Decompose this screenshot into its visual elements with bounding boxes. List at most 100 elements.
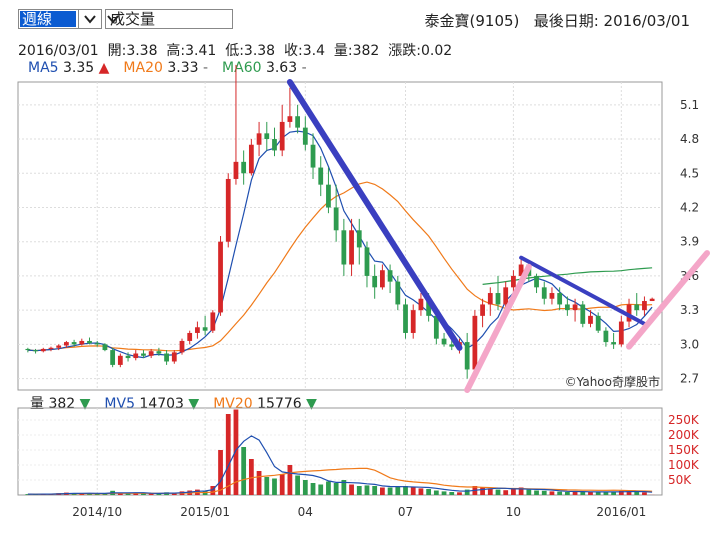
candle-body	[380, 270, 385, 288]
candle-body	[133, 353, 139, 359]
period-select[interactable]: 週線	[18, 9, 102, 29]
volume-bar	[618, 490, 624, 495]
ohlc-open: 開:3.38	[107, 43, 158, 59]
volume-bar	[410, 487, 416, 495]
period-select-arrow[interactable]	[78, 10, 101, 28]
candle-body	[110, 350, 116, 365]
candle-body	[557, 293, 563, 305]
candle-body	[333, 207, 339, 231]
candle-body	[418, 298, 424, 311]
candle-body	[156, 351, 162, 354]
candle-body	[218, 241, 223, 313]
ma-marker: ▲	[98, 60, 110, 76]
volume-bar	[218, 450, 223, 495]
mv5-line	[27, 435, 653, 495]
uptrend-annotation	[626, 250, 710, 350]
ma-value: 3.33	[167, 60, 203, 76]
candle-body	[141, 353, 146, 356]
ohlc-date: 2016/03/01	[18, 43, 99, 59]
candle-body	[564, 304, 570, 311]
candle-body	[25, 348, 31, 351]
candle-body	[94, 343, 100, 345]
volume-bar	[94, 493, 100, 495]
candle-body	[372, 275, 378, 288]
volume-bar	[387, 487, 393, 495]
indicator-select[interactable]: 成交量	[105, 9, 233, 29]
candle-body	[356, 230, 362, 248]
volume-bar	[295, 475, 300, 495]
ma-value: 3.35	[63, 60, 99, 76]
chevron-down-icon	[84, 15, 96, 24]
volume-bar	[272, 478, 277, 495]
candle-body	[487, 293, 493, 305]
price-tick-label: 2.7	[680, 372, 699, 386]
candle-body	[318, 167, 324, 185]
volume-bar	[611, 492, 616, 495]
volume-bar	[287, 465, 293, 495]
volume-bar	[256, 471, 262, 495]
volume-tick-label: 100K	[668, 458, 700, 472]
ma5-line	[27, 130, 653, 359]
candle-body	[310, 144, 316, 168]
indicator-select-value: 成交量	[110, 10, 156, 28]
candle-body	[79, 340, 85, 345]
candle-body	[503, 287, 509, 305]
candle-body	[403, 304, 408, 333]
candle-body	[56, 345, 62, 348]
ohlc-change: 漲跌:0.02	[388, 43, 453, 59]
volume-bar	[572, 491, 578, 495]
x-tick-label: 04	[298, 505, 313, 519]
x-tick-label: 2014/10	[72, 505, 122, 519]
candle-body	[603, 330, 609, 343]
volume-bar	[426, 489, 432, 495]
volume-bar	[141, 493, 146, 495]
candle-body	[256, 133, 262, 145]
volume-bar	[549, 491, 555, 495]
x-tick-label: 2016/01	[596, 505, 646, 519]
candle-body	[40, 348, 46, 352]
volume-bar	[626, 491, 632, 495]
stock-header: 泰金寶(9105) 最後日期: 2016/03/01	[425, 10, 690, 31]
candle-body	[588, 315, 593, 324]
candle-body	[326, 184, 331, 208]
volume-bar	[326, 481, 331, 495]
candle-body	[433, 315, 439, 339]
candle-body	[618, 321, 624, 345]
volume-bar	[487, 488, 493, 495]
candle-body	[148, 351, 154, 356]
candle-body	[87, 340, 92, 344]
volume-bar	[25, 494, 31, 495]
volume-bar	[595, 492, 601, 495]
price-tick-label: 3.0	[680, 337, 699, 351]
volume-bar	[511, 489, 516, 495]
candle-body	[272, 139, 277, 151]
ma-label: MA20	[123, 60, 168, 76]
candle-body	[595, 315, 601, 331]
volume-bar	[171, 492, 177, 495]
candle-body	[441, 338, 447, 345]
volume-bar	[241, 447, 247, 495]
ma-marker: -	[202, 60, 209, 76]
candle-body	[33, 350, 38, 352]
volume-bar	[464, 489, 470, 495]
volume-bar	[403, 486, 408, 495]
candle-body	[48, 347, 54, 349]
candle-body	[179, 340, 185, 353]
volume-bar	[233, 409, 239, 495]
vol-marker: ▼	[79, 396, 91, 412]
volume-bar	[148, 493, 154, 495]
candle-body	[580, 304, 586, 324]
vol-marker: ▼	[306, 396, 317, 412]
volume-bar	[349, 484, 354, 495]
volume-bar	[457, 492, 462, 495]
ma60-line	[482, 267, 653, 285]
volume-bar	[480, 487, 485, 495]
last-date: 最後日期: 2016/03/01	[533, 12, 690, 30]
candle-body	[295, 116, 300, 128]
candle-body	[341, 230, 347, 265]
candle-body	[264, 133, 270, 140]
chevron-down-icon	[107, 15, 119, 24]
candle-body	[395, 281, 401, 305]
candle-body	[302, 127, 308, 145]
period-select-value: 週線	[20, 11, 76, 27]
